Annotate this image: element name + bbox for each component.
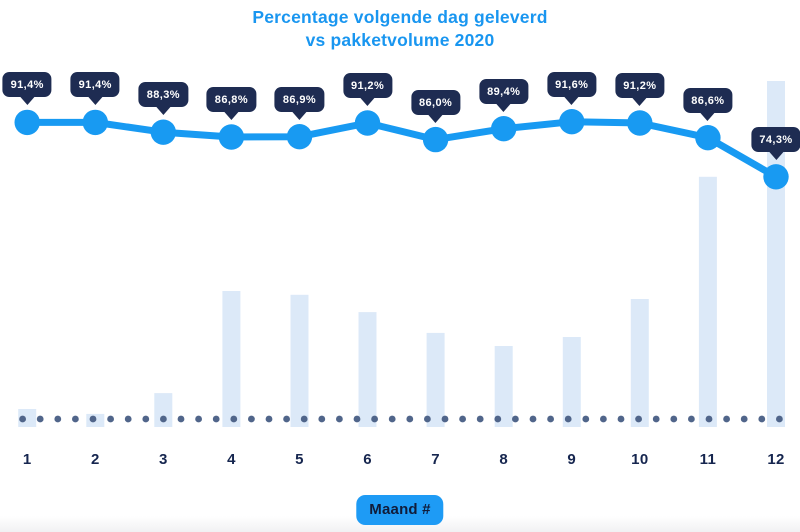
x-axis-label-6: 6: [363, 451, 372, 468]
baseline-dot: [336, 415, 343, 423]
volume-bar-month-3[interactable]: [154, 393, 173, 427]
data-point-marker-month-2[interactable]: [82, 109, 109, 136]
baseline-dot: [371, 415, 378, 423]
volume-bar-month-1[interactable]: [18, 409, 37, 427]
value-tooltip-month-6: 91,2%: [342, 73, 393, 98]
data-point-marker-month-10[interactable]: [627, 110, 653, 136]
baseline-dot: [36, 415, 44, 423]
baseline-dot: [265, 415, 273, 423]
data-point-marker-month-4[interactable]: [218, 124, 245, 150]
x-axis-label-1: 1: [22, 451, 32, 468]
baseline-dot: [758, 415, 766, 423]
data-point-marker-month-12[interactable]: [763, 164, 789, 190]
baseline-dot: [459, 415, 466, 423]
value-tooltip-month-3: 88,3%: [138, 82, 188, 108]
baseline-dot: [142, 415, 150, 423]
value-tooltip-month-12: 74,3%: [751, 126, 800, 152]
baseline-dot: [195, 415, 203, 423]
x-axis-label-9: 9: [567, 451, 577, 468]
baseline-dot: [54, 415, 62, 423]
baseline-dot: [19, 415, 26, 423]
data-point-marker-month-11[interactable]: [695, 125, 721, 151]
x-axis-label-3: 3: [159, 451, 168, 468]
data-point-marker-month-6[interactable]: [354, 110, 381, 136]
chart-title-line-2: vs pakketvolume 2020: [305, 30, 495, 51]
value-tooltip-month-1: 91,4%: [2, 72, 52, 98]
baseline-dot: [72, 415, 79, 423]
baseline-dot: [582, 415, 590, 423]
baseline-dot: [494, 415, 502, 423]
baseline-dot: [600, 415, 607, 423]
baseline-dot: [564, 415, 572, 423]
chart-title-line-1: Percentage volgende dag geleverd: [252, 7, 548, 27]
baseline-dot: [89, 415, 97, 423]
value-tooltip-month-11: 86,6%: [683, 87, 733, 113]
baseline-dot: [318, 415, 326, 423]
baseline-dot: [248, 415, 255, 423]
baseline-dot: [476, 415, 484, 423]
baseline-dot: [723, 415, 730, 423]
x-axis-title-label: Maand #: [369, 501, 431, 518]
data-point-marker-month-7[interactable]: [422, 126, 449, 153]
percentage-line: [23, 118, 780, 181]
x-axis-label-10: 10: [631, 451, 649, 468]
baseline-dot: [388, 415, 396, 423]
baseline-dot: [705, 415, 713, 423]
volume-bar-month-8[interactable]: [494, 346, 513, 427]
data-point-marker-month-5[interactable]: [286, 124, 313, 150]
x-axis-label-7: 7: [431, 451, 440, 468]
volume-bar-month-5[interactable]: [290, 294, 309, 427]
baseline-dot: [512, 415, 519, 423]
baseline-dot: [406, 415, 414, 423]
volume-bar-month-4[interactable]: [222, 291, 241, 427]
data-point-marker-month-8[interactable]: [491, 116, 517, 142]
baseline-dot: [670, 415, 678, 423]
value-tooltip-month-8: 89,4%: [479, 78, 529, 104]
x-axis-label-5: 5: [295, 451, 304, 468]
value-tooltip-month-2: 91,4%: [70, 72, 120, 98]
value-tooltip-month-10: 91,2%: [615, 73, 665, 98]
x-axis-label-2: 2: [90, 451, 100, 468]
data-point-marker-month-1[interactable]: [14, 109, 40, 136]
x-axis-label-12: 12: [767, 451, 785, 468]
baseline-dot: [441, 415, 449, 423]
data-point-marker-month-3[interactable]: [150, 119, 176, 145]
baseline-dot: [124, 415, 132, 423]
data-point-marker-month-9[interactable]: [559, 109, 585, 135]
baseline-dot: [740, 415, 748, 423]
value-tooltip-month-9: 91,6%: [547, 71, 597, 97]
baseline-dot: [283, 415, 290, 423]
volume-bar-month-9[interactable]: [562, 337, 581, 427]
x-axis-title-badge: Maand #: [356, 495, 444, 525]
baseline-dot: [353, 415, 361, 423]
volume-bar-month-7[interactable]: [426, 332, 445, 427]
baseline-dot: [212, 415, 220, 423]
volume-bar-month-11[interactable]: [698, 176, 717, 427]
x-axis-label-4: 4: [227, 451, 236, 468]
baseline-dot: [177, 415, 185, 423]
baseline-dot: [776, 415, 783, 423]
value-tooltip-month-7: 86,0%: [411, 89, 461, 115]
chart-title: Percentage volgende dag geleverd vs pakk…: [0, 6, 800, 52]
volume-bar-month-10[interactable]: [630, 299, 649, 427]
baseline-dot: [547, 415, 554, 423]
baseline-dot: [688, 415, 695, 423]
baseline-dot: [107, 415, 114, 423]
baseline-dot: [300, 415, 308, 423]
baseline-dot: [424, 415, 431, 423]
baseline-dot: [160, 415, 167, 423]
baseline-dot: [652, 415, 660, 423]
x-axis-label-11: 11: [699, 451, 717, 468]
value-tooltip-month-5: 86,9%: [274, 86, 325, 112]
x-axis-label-8: 8: [499, 451, 509, 468]
baseline-dot: [617, 415, 625, 423]
baseline-dot: [529, 415, 537, 423]
baseline-dot: [230, 415, 238, 423]
baseline-dot: [635, 415, 642, 423]
value-tooltip-month-4: 86,8%: [206, 87, 257, 112]
volume-bar-month-6[interactable]: [358, 312, 377, 427]
